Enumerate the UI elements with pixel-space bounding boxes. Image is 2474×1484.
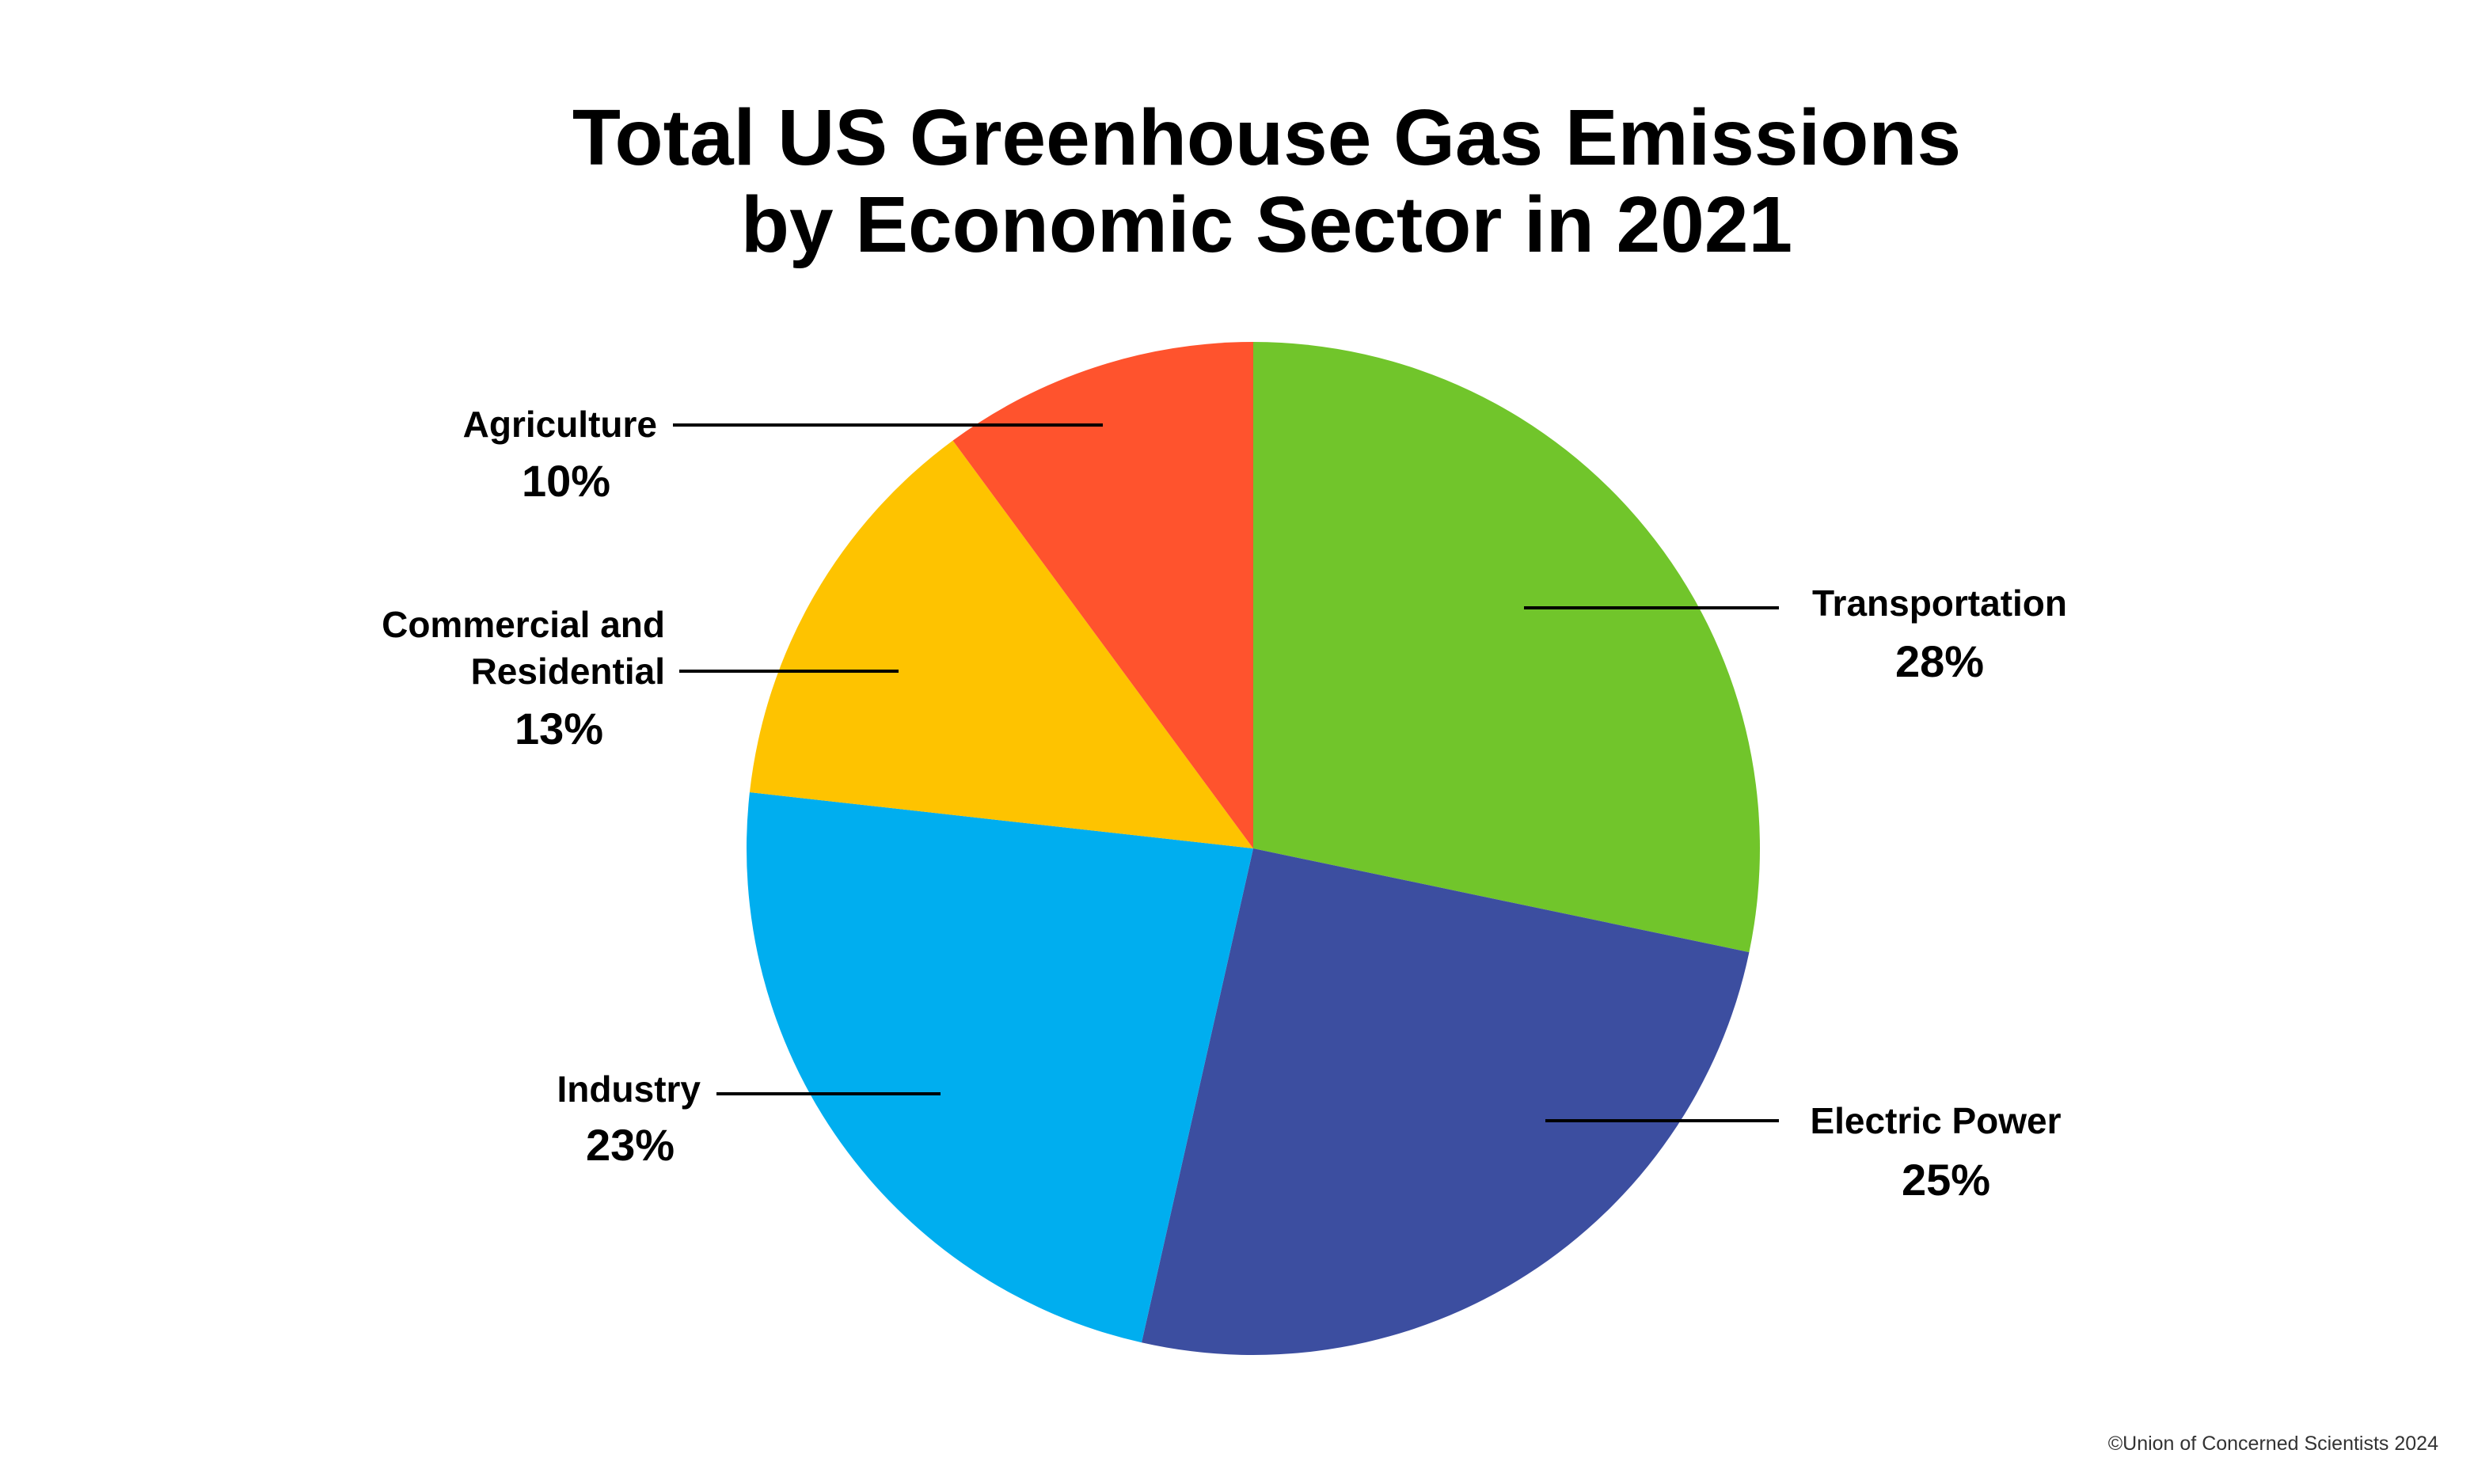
slice-label-commercial-and-residential-line-1: Commercial and <box>382 604 665 645</box>
chart-title-line-2: by Economic Sector in 2021 <box>741 180 1792 269</box>
slice-value-commercial-and-residential: 13% <box>515 704 603 753</box>
chart-title: Total US Greenhouse Gas Emissions by Eco… <box>572 93 1961 269</box>
pie-slice-agriculture <box>952 342 1253 848</box>
pie-slice-commercial-and-residential <box>749 440 1253 848</box>
chart-title-line-1: Total US Greenhouse Gas Emissions <box>572 93 1961 182</box>
slice-label-transportation: Transportation <box>1812 583 2067 624</box>
slice-value-industry: 23% <box>586 1120 675 1170</box>
pie-slice-electric-power <box>1142 848 1750 1356</box>
slice-value-transportation: 28% <box>1895 636 1984 686</box>
slice-labels: Transportation 28% Electric Power 25% Indust… <box>382 404 2067 1205</box>
pie-slices <box>746 342 1760 1356</box>
copyright-credit: ©Union of Concerned Scientists 2024 <box>2108 1433 2438 1455</box>
pie-slice-industry <box>746 792 1253 1343</box>
pie-slice-transportation <box>1253 342 1760 953</box>
slice-label-commercial-and-residential-line-2: Residential <box>471 651 665 692</box>
slice-label-agriculture: Agriculture <box>463 404 657 445</box>
slice-label-industry: Industry <box>557 1068 701 1110</box>
slice-label-electric-power: Electric Power <box>1810 1100 2061 1141</box>
leader-lines <box>673 423 1779 1122</box>
slice-value-agriculture: 10% <box>522 456 610 506</box>
slice-value-electric-power: 25% <box>1902 1155 1990 1205</box>
